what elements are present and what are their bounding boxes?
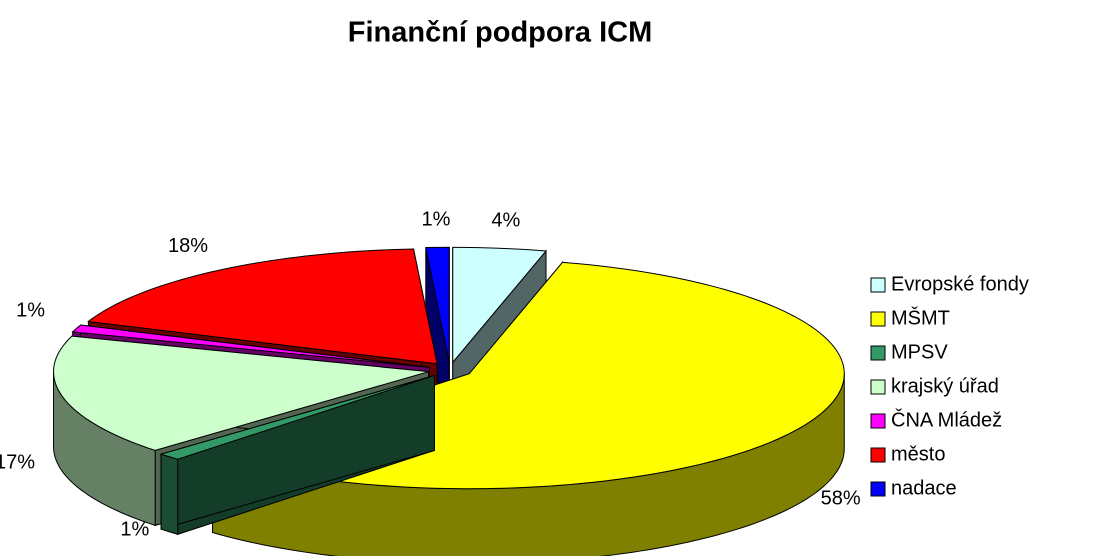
data-label: 17% [0,451,35,473]
legend-swatch [870,481,886,497]
legend-label: ČNA Mládež [891,408,1002,431]
legend-swatch [870,277,886,293]
data-label: 4% [491,210,520,232]
slice [425,246,450,363]
legend-swatch [870,345,886,361]
data-label: 1% [422,209,451,231]
slice [159,374,435,460]
legend-label: krajský úřad [891,375,999,397]
legend-swatch [870,447,886,463]
slice [452,246,548,364]
data-label: 58% [821,488,861,510]
data-label: 1% [120,519,149,541]
legend-swatch [870,413,886,429]
legend-swatch [870,311,886,327]
slice [71,324,430,368]
legend-label: nadace [891,477,957,499]
data-label: 18% [168,235,208,257]
legend-label: město [891,443,945,465]
legend-label: MŠMT [891,306,950,329]
slice [87,248,438,365]
legend-swatch [870,379,886,395]
data-label: 1% [16,300,45,322]
legend-label: Evropské fondy [891,273,1029,295]
chart-title: Finanční podpora ICM [348,17,653,49]
slice [53,335,429,451]
slice-wall [160,453,179,535]
legend-label: MPSV [891,341,948,363]
